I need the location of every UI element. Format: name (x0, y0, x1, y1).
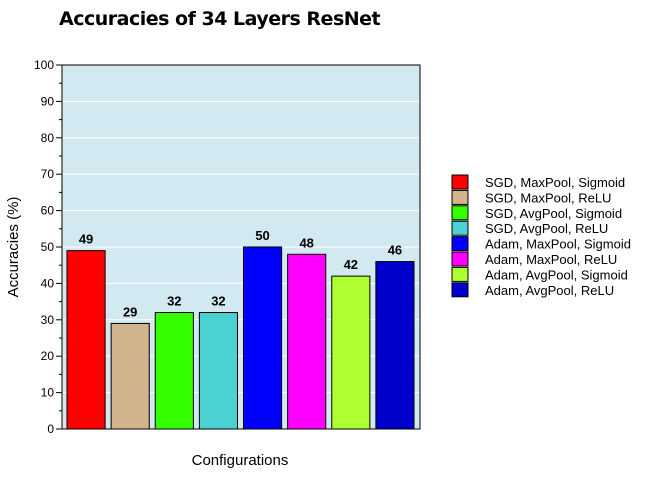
bar-value-label: 49 (79, 232, 93, 247)
bars (66, 246, 415, 430)
legend-label: Adam, MaxPool, Sigmoid (485, 237, 631, 252)
y-tick-label: 80 (41, 131, 55, 145)
legend-swatch (451, 266, 469, 282)
legend-label: SGD, AvgPool, Sigmoid (485, 206, 622, 221)
bar (110, 322, 150, 430)
legend-swatch (451, 220, 469, 236)
chart-title: Accuracies of 34 Layers ResNet (59, 8, 381, 30)
y-tick-label: 90 (41, 94, 55, 108)
legend-swatch (451, 189, 469, 205)
legend-swatch (451, 251, 469, 267)
bar-value-label: 46 (388, 243, 402, 258)
bar (331, 275, 371, 430)
y-tick-label: 20 (41, 349, 55, 363)
bar-value-label: 32 (167, 294, 181, 309)
bar-value-label: 29 (123, 304, 137, 319)
y-tick-label: 50 (41, 240, 55, 254)
legend-label: SGD, AvgPool, ReLU (485, 221, 608, 236)
y-tick-label: 30 (41, 313, 55, 327)
legend-label: Adam, AvgPool, ReLU (485, 283, 614, 298)
bar-value-label: 42 (344, 257, 358, 272)
y-tick-label: 0 (47, 422, 54, 436)
data-labels: 49 29 32 32 50 48 42 46 (79, 228, 402, 319)
y-tick-label: 40 (41, 276, 55, 290)
x-axis-title: Configurations (192, 452, 289, 469)
bar-value-label: 50 (255, 228, 269, 243)
bar-value-label: 48 (299, 235, 313, 250)
y-tick-label: 60 (41, 204, 55, 218)
y-tick-label: 10 (41, 386, 55, 400)
bar (198, 312, 238, 430)
bar (154, 312, 194, 430)
legend-swatch (451, 282, 469, 298)
y-tick-label: 100 (34, 58, 54, 72)
bar (243, 246, 283, 430)
legend-swatch (451, 205, 469, 221)
bar (287, 253, 327, 430)
legend-swatch (451, 236, 469, 252)
y-axis: 0 10 20 30 40 50 60 70 80 90 100 (34, 58, 62, 436)
y-tick-label: 70 (41, 167, 55, 181)
bar (66, 250, 106, 430)
legend-label: SGD, MaxPool, Sigmoid (485, 175, 625, 190)
legend-swatch (451, 174, 469, 190)
legend-label: SGD, MaxPool, ReLU (485, 190, 611, 205)
legend-label: Adam, MaxPool, ReLU (485, 252, 617, 267)
y-axis-title: Accuracies (%) (5, 197, 22, 298)
bar-value-label: 32 (211, 294, 225, 309)
legend-label: Adam, AvgPool, Sigmoid (485, 267, 628, 282)
bar (375, 261, 415, 430)
